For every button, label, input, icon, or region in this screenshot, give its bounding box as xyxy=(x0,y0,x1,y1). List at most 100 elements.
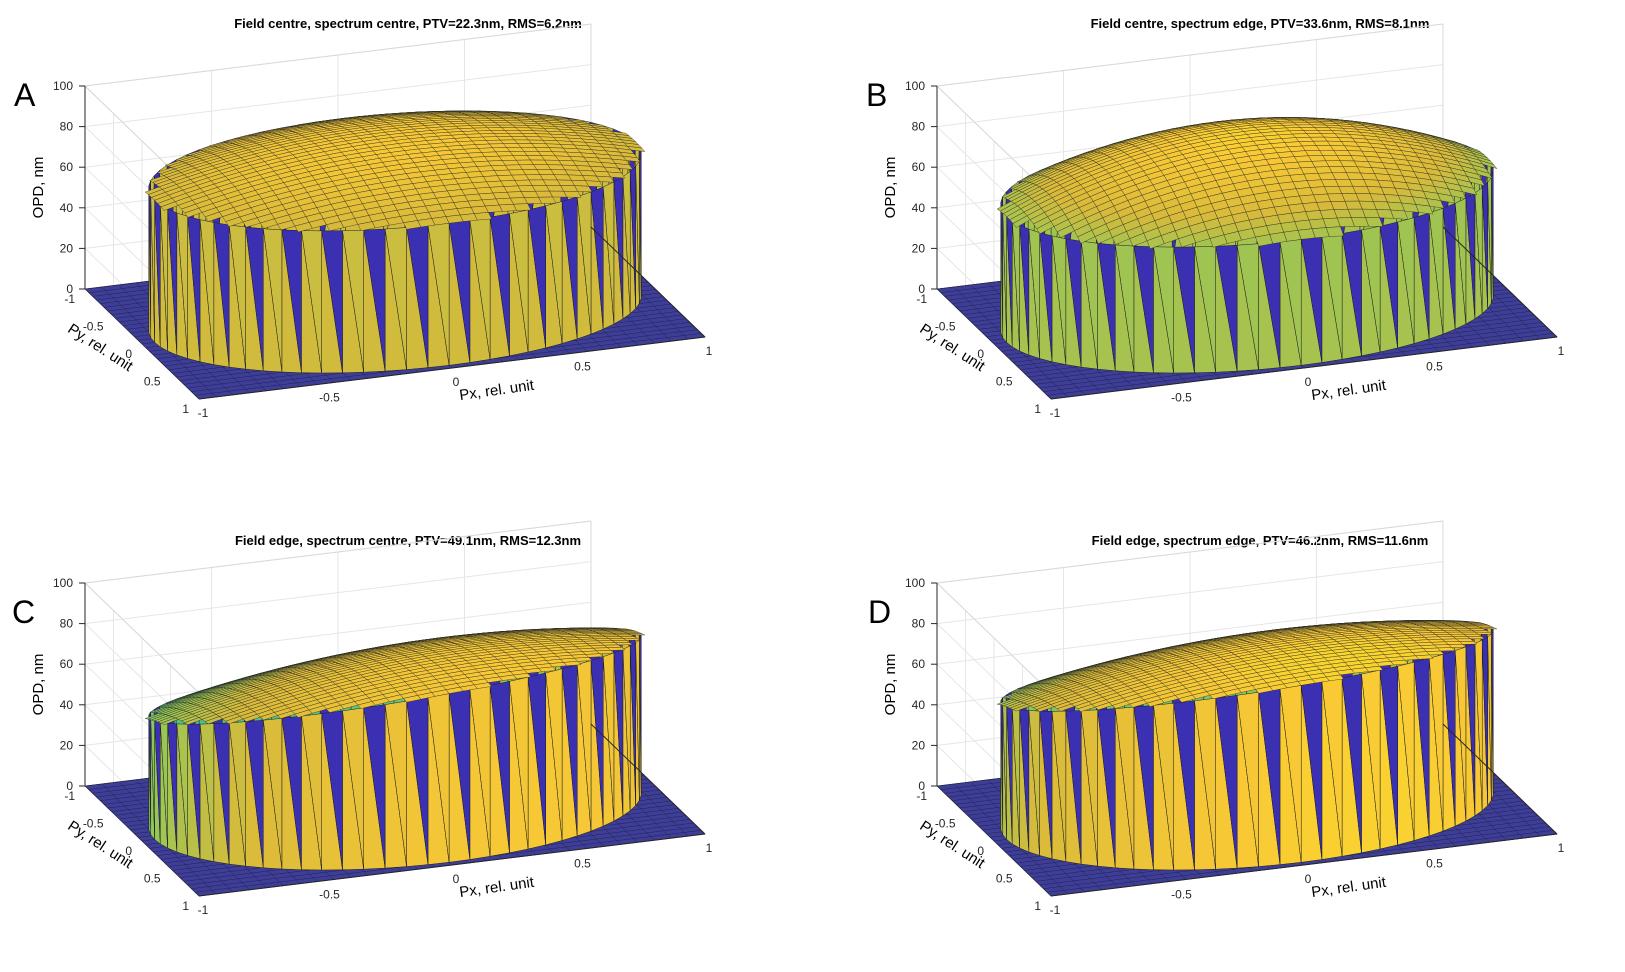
surface-cell xyxy=(1474,169,1493,179)
y-tick-label: 0.5 xyxy=(144,375,161,389)
surface-cell xyxy=(627,146,646,152)
panel-b-title: Field centre, spectrum edge, PTV=33.6nm,… xyxy=(1091,16,1430,31)
z-tick-label: 40 xyxy=(912,698,926,712)
y-tick-label: 1 xyxy=(1034,899,1041,913)
surface-cell xyxy=(1448,188,1467,199)
surface-cell xyxy=(619,636,638,639)
wall-facet xyxy=(1491,172,1494,299)
y-tick-label: -1 xyxy=(916,789,927,803)
x-tick-label: -1 xyxy=(198,903,209,917)
panel-a: A Field centre, spectrum centre, PTV=22.… xyxy=(14,16,713,420)
z-tick-label: 0 xyxy=(66,282,73,296)
panel-c-title: Field edge, spectrum centre, PTV=49.1nm,… xyxy=(235,533,581,548)
surface-cap xyxy=(144,110,646,233)
panel-d-label: D xyxy=(868,594,891,630)
axis-line xyxy=(590,226,706,338)
x-tick-label: -0.5 xyxy=(1171,391,1192,405)
wall-facet xyxy=(561,196,578,339)
panel-c-label: C xyxy=(12,594,35,630)
surface-cell xyxy=(607,171,626,179)
y-tick-label: 1 xyxy=(182,899,189,913)
surface-cell xyxy=(574,185,593,193)
wall-facet xyxy=(1153,246,1174,374)
z-axis-label: OPD, nm xyxy=(882,157,899,219)
z-tick-label: 20 xyxy=(60,241,74,255)
wall-facet xyxy=(321,230,343,373)
z-tick-label: 40 xyxy=(60,201,74,215)
wall-facet xyxy=(629,165,636,309)
wall-facet xyxy=(602,181,615,325)
wall-facet xyxy=(576,191,592,335)
wall-facet xyxy=(545,201,563,344)
y-tick-label: -1 xyxy=(64,292,75,306)
x-tick-label: -0.5 xyxy=(1171,888,1192,902)
surface-cell xyxy=(1459,641,1478,645)
wall-facet xyxy=(1215,244,1238,372)
z-tick-label: 60 xyxy=(912,160,926,174)
wall-facet xyxy=(384,227,407,370)
surface-cell xyxy=(574,657,593,662)
x-tick-label: 0.5 xyxy=(1426,857,1443,871)
y-tick-label: 1 xyxy=(1034,402,1041,416)
panel-d-title: Field edge, spectrum edge, PTV=46.2nm, R… xyxy=(1092,533,1429,548)
x-tick-label: 0.5 xyxy=(1426,360,1443,374)
surface-cell xyxy=(1455,638,1475,642)
surface-cell xyxy=(1459,184,1478,196)
wall-facet xyxy=(622,171,631,314)
surface-cell xyxy=(616,634,635,637)
z-axis-label: OPD, nm xyxy=(30,157,47,219)
panel-a-label: A xyxy=(14,77,36,113)
surface-cell xyxy=(1463,634,1482,637)
x-tick-label: 0.5 xyxy=(574,857,591,871)
wall-facet xyxy=(342,229,364,373)
x-tick-label: -0.5 xyxy=(319,391,340,405)
surface-cell xyxy=(1466,176,1485,186)
y-tick-label: 0.5 xyxy=(996,375,1013,389)
z-tick-label: 100 xyxy=(53,576,73,590)
x-tick-label: 0 xyxy=(453,375,460,389)
y-tick-label: 1 xyxy=(182,402,189,416)
y-tick-label: -0.5 xyxy=(83,320,104,334)
x-tick-label: -1 xyxy=(1050,406,1061,420)
wall-facet xyxy=(590,186,604,330)
surface-cell xyxy=(585,180,604,188)
z-tick-label: 20 xyxy=(60,738,74,752)
z-axis-label: OPD, nm xyxy=(30,654,47,716)
z-tick-label: 60 xyxy=(60,657,74,671)
wall-facet xyxy=(1361,225,1381,353)
wall-facet xyxy=(1428,207,1444,335)
z-tick-label: 20 xyxy=(912,241,926,255)
x-tick-label: 1 xyxy=(1558,841,1565,855)
wall-facet xyxy=(613,176,624,319)
surface-cell xyxy=(596,175,615,183)
surface-cell xyxy=(1390,209,1409,220)
wall-facet xyxy=(1236,243,1259,370)
surface-cell xyxy=(585,653,604,658)
surface-cell xyxy=(1466,636,1486,639)
wall-facet xyxy=(1413,212,1430,339)
surface-cell xyxy=(596,650,615,654)
wall-facet xyxy=(639,155,642,299)
surface-cap xyxy=(996,117,1498,250)
surface-cell xyxy=(513,203,532,211)
panel-b: B Field centre, spectrum edge, PTV=33.6n… xyxy=(866,16,1565,420)
surface-cell xyxy=(538,196,557,204)
z-tick-label: 40 xyxy=(912,201,926,215)
panel-a-title: Field centre, spectrum centre, PTV=22.3n… xyxy=(234,16,582,31)
wall-facet xyxy=(1481,181,1488,309)
wall-facet xyxy=(1341,229,1362,356)
x-tick-label: -1 xyxy=(1050,903,1061,917)
z-tick-label: 80 xyxy=(60,120,74,134)
surface-cell xyxy=(1437,193,1456,204)
surface-cell xyxy=(1365,217,1384,227)
surface-cell xyxy=(1426,198,1445,209)
wall-facet xyxy=(489,213,510,356)
wall-facet xyxy=(301,230,322,374)
x-tick-label: 0.5 xyxy=(574,360,591,374)
surface-cell xyxy=(622,155,641,163)
z-tick-label: 100 xyxy=(905,576,925,590)
surface-cell xyxy=(607,647,626,651)
y-tick-label: 0 xyxy=(125,347,132,361)
